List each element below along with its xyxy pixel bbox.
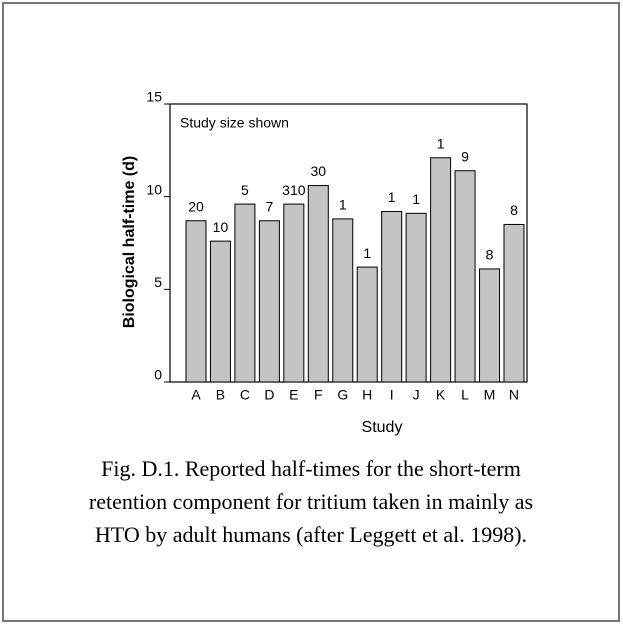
x-tick-label: G <box>337 387 348 403</box>
caption-line: HTO by adult humans (after Leggett et al… <box>95 522 527 547</box>
caption-line: retention component for tritium taken in… <box>89 489 533 514</box>
x-tick-label: K <box>436 387 446 403</box>
study-size-label: 9 <box>461 148 469 164</box>
y-tick-label: 0 <box>154 367 162 383</box>
study-size-label: 1 <box>437 135 445 151</box>
bar <box>430 157 452 383</box>
study-size-label: 8 <box>486 247 494 263</box>
y-tick-label: 10 <box>146 181 162 197</box>
bar <box>381 210 403 383</box>
x-tick-label: J <box>413 387 420 403</box>
study-size-label: 310 <box>282 182 306 198</box>
bar <box>307 185 329 383</box>
study-size-label: 8 <box>510 202 518 218</box>
annotation: Study size shown <box>180 115 289 131</box>
y-tick-label: 15 <box>146 89 162 105</box>
y-tick-label: 5 <box>154 274 162 290</box>
bar <box>209 240 231 383</box>
study-size-label: 1 <box>388 189 396 205</box>
bar <box>405 212 427 383</box>
x-tick-label: M <box>484 387 496 403</box>
bar <box>454 170 476 383</box>
study-size-label: 1 <box>412 191 420 207</box>
x-tick-label: D <box>264 387 274 403</box>
x-axis-label: Study <box>362 419 403 436</box>
x-tick-label: N <box>509 387 519 403</box>
x-tick-label: C <box>240 387 250 403</box>
caption-line: Fig. D.1. Reported half-times for the sh… <box>101 456 521 481</box>
study-size-label: 30 <box>311 163 327 179</box>
bar <box>503 223 525 383</box>
x-tick-label: A <box>191 387 201 403</box>
study-size-label: 10 <box>213 219 229 235</box>
x-tick-label: F <box>314 387 323 403</box>
bar <box>479 268 501 383</box>
bar <box>185 220 207 383</box>
study-size-label: 5 <box>241 182 249 198</box>
x-tick-label: B <box>216 387 225 403</box>
bar <box>283 203 305 383</box>
study-size-label: 20 <box>188 198 204 214</box>
bar <box>258 220 280 383</box>
bar <box>234 203 256 383</box>
bar <box>356 266 378 383</box>
x-tick-label: H <box>362 387 372 403</box>
x-tick-label: L <box>461 387 469 403</box>
bar <box>332 218 354 383</box>
x-tick-label: I <box>390 387 394 403</box>
x-tick-label: E <box>289 387 298 403</box>
study-size-label: 1 <box>339 197 347 213</box>
study-size-label: 7 <box>265 198 273 214</box>
study-size-label: 1 <box>363 245 371 261</box>
y-axis-label: Biological half-time (d) <box>121 156 138 328</box>
